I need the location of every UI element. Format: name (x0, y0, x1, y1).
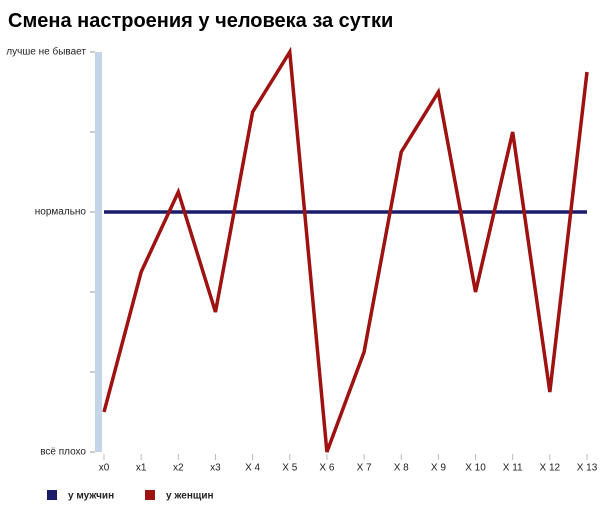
x-tick-label: X 12 (540, 463, 561, 474)
x-tick-label: x2 (173, 463, 184, 474)
y-axis-band (95, 52, 102, 452)
x-tick-label: X 13 (577, 463, 598, 474)
x-tick-label: x1 (136, 463, 147, 474)
x-tick-label: X 8 (394, 463, 409, 474)
legend-swatch (145, 490, 155, 500)
legend-label: у женщин (166, 491, 214, 502)
legend-label: у мужчин (68, 491, 114, 502)
y-tick-label: всё плохо (40, 447, 86, 458)
x-tick-label: X 11 (503, 463, 523, 474)
legend-swatch (47, 490, 57, 500)
y-tick-label: лучше не бывает (6, 46, 86, 58)
chart-title: Смена настроения у человека за сутки (8, 10, 393, 32)
series-line (102, 46, 589, 453)
x-tick-label: x3 (210, 463, 221, 474)
x-tick-label: X 10 (465, 463, 486, 474)
x-tick-label: X 9 (431, 463, 446, 474)
x-tick-label: X 5 (282, 463, 297, 474)
x-tick-label: X 4 (245, 463, 260, 474)
x-tick-label: X 7 (357, 463, 372, 474)
y-tick-label: нормально (35, 207, 87, 218)
x-tick-label: X 6 (319, 463, 334, 474)
x-tick-label: x0 (99, 463, 110, 474)
